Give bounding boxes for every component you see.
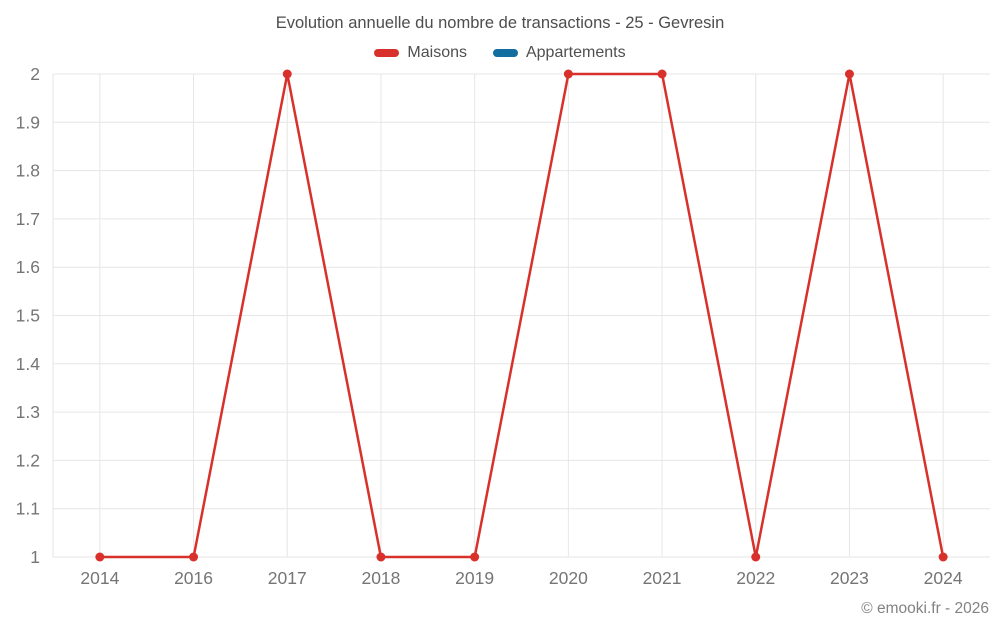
- legend-item-appartements[interactable]: Appartements: [492, 44, 626, 62]
- data-point-maisons: [563, 69, 573, 79]
- x-tick-label: 2022: [736, 568, 775, 588]
- x-tick-label: 2023: [830, 568, 869, 588]
- data-point-maisons: [282, 69, 292, 79]
- data-point-maisons: [844, 69, 854, 79]
- legend-label: Maisons: [407, 44, 467, 61]
- data-point-maisons: [189, 552, 199, 562]
- data-point-maisons: [657, 69, 667, 79]
- y-tick-label: 1.6: [16, 257, 40, 277]
- y-tick-label: 1.4: [16, 354, 41, 374]
- y-tick-label: 1.2: [16, 450, 40, 470]
- legend-swatch-appartements: [492, 49, 518, 57]
- x-tick-label: 2017: [268, 568, 307, 588]
- legend-label: Appartements: [525, 44, 626, 61]
- chart-title: Evolution annuelle du nombre de transact…: [275, 14, 725, 32]
- data-point-maisons: [376, 552, 386, 562]
- legend-swatch-maisons: [374, 49, 400, 57]
- series-line-maisons: [98, 72, 945, 559]
- x-tick-label: 2019: [455, 568, 494, 588]
- x-tick-label: 2016: [174, 568, 213, 588]
- x-tick-label: 2024: [924, 568, 963, 588]
- x-tick-label: 2020: [549, 568, 588, 588]
- y-tick-label: 1.7: [16, 209, 40, 229]
- y-tick-label: 1: [30, 547, 40, 567]
- y-tick-label: 1.9: [16, 112, 40, 132]
- x-tick-label: 2014: [80, 568, 119, 588]
- y-tick-label: 1.8: [16, 161, 40, 181]
- x-tick-label: 2018: [361, 568, 400, 588]
- chart-legend: Maisons Appartements: [0, 44, 1000, 62]
- copyright: © emooki.fr - 2026: [861, 600, 989, 617]
- y-tick-label: 1.5: [16, 306, 40, 326]
- y-tick-label: 1.1: [16, 499, 40, 519]
- data-point-maisons: [95, 552, 105, 562]
- data-point-maisons: [751, 552, 761, 562]
- legend-item-maisons[interactable]: Maisons: [374, 44, 467, 62]
- x-tick-label: 2021: [643, 568, 682, 588]
- y-tick-label: 2: [30, 64, 40, 84]
- data-point-maisons: [470, 552, 480, 562]
- data-point-maisons: [938, 552, 948, 562]
- y-tick-label: 1.3: [16, 402, 40, 422]
